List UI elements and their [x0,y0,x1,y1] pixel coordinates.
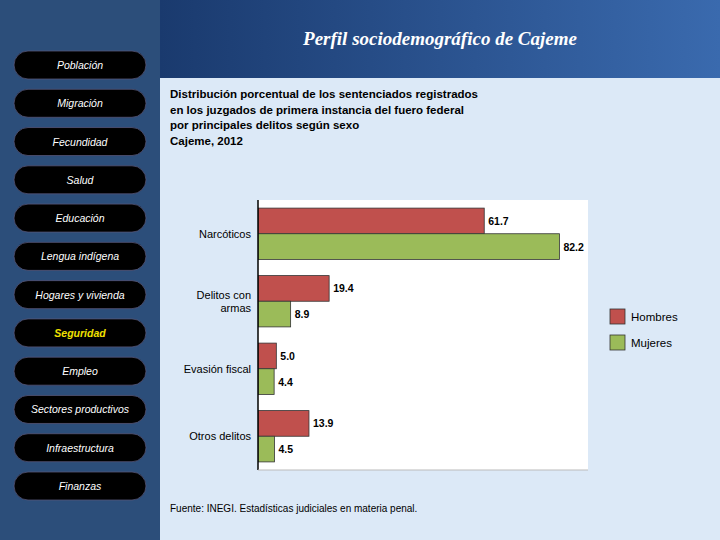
menu-button[interactable]: Infraestructura [14,434,146,462]
menu-button-shape[interactable] [14,51,146,79]
menu-button[interactable]: Migración [14,89,146,117]
bar [258,234,559,260]
menu-button[interactable]: Sectores productivos [14,395,146,423]
content-background [0,0,720,540]
menu-label[interactable]: Infraestructura [46,442,114,454]
data-label: 61.7 [488,215,509,227]
menu-label[interactable]: Hogares y vivienda [35,289,124,301]
menu-button[interactable]: Seguridad [14,319,146,347]
bar [258,343,276,369]
text-line: Narcóticos [199,228,251,240]
header-title: Perfil sociodemográfico de Cajeme [302,28,577,49]
text-line: Distribución porcentual de los sentencia… [170,88,478,100]
menu-button-shape[interactable] [14,434,146,462]
bar [258,301,291,327]
text-line: en los juzgados de primera instancia del… [170,104,464,116]
text-line: Otros delitos [189,430,251,442]
chart-title: Distribución porcentual de los sentencia… [170,88,478,147]
data-labels: 61.7 82.2 19.4 8.9 5.0 4.4 13.9 4.5 [278,215,584,455]
legend-label: Mujeres [631,337,672,349]
menu-button[interactable]: Lengua indígena [14,242,146,270]
footnote: Fuente: INEGI. Estadísticas judiciales e… [170,503,417,514]
menu-button-shape[interactable] [14,128,146,156]
menu-label[interactable]: Seguridad [54,327,106,339]
data-label: 8.9 [295,308,310,320]
menu-button-shape[interactable] [14,357,146,385]
legend: Hombres Mujeres [610,309,678,350]
menu-label[interactable]: Población [57,59,103,71]
category-label: Evasión fiscal [184,363,251,375]
page-root: Población Migración Fecundidad Salud Educaci… [0,0,720,540]
menu-button[interactable]: Fecundidad [14,128,146,156]
text-line: Cajeme, 2012 [170,135,243,147]
menu-button[interactable]: Población [14,51,146,79]
category-label: Narcóticos [199,228,251,240]
text-line: Delitos con [197,289,251,301]
header-background [160,0,720,78]
sidebar-background [0,0,160,540]
menu-label[interactable]: Sectores productivos [31,403,130,415]
menu-label[interactable]: Educación [55,212,104,224]
data-label: 13.9 [313,417,334,429]
text-line: Evasión fiscal [184,363,251,375]
category-label: Otros delitos [189,430,251,442]
legend-swatch [610,335,625,350]
menu-button[interactable]: Finanzas [14,472,146,500]
menu-label[interactable]: Migración [57,97,103,109]
menu-label[interactable]: Lengua indígena [41,250,119,262]
menu-label[interactable]: Fecundidad [53,136,109,148]
menu-button-shape[interactable] [14,472,146,500]
menu-button-shape[interactable] [14,89,146,117]
menu-button-shape[interactable] [14,204,146,232]
bar [258,208,484,234]
menu-label[interactable]: Empleo [62,365,98,377]
bar [258,436,275,462]
y-axis-line [257,200,259,470]
legend-label: Hombres [631,311,678,323]
menu-label[interactable]: Salud [67,174,95,186]
x-axis-line [258,470,588,471]
menu-button[interactable]: Salud [14,166,146,194]
menu-button-shape[interactable] [14,281,146,309]
data-label: 4.4 [278,376,293,388]
menu-button-shape[interactable] [14,166,146,194]
menu-button[interactable]: Educación [14,204,146,232]
data-label: 19.4 [333,282,354,294]
menu-button-shape[interactable] [14,395,146,423]
text-line: armas [220,302,251,314]
sidebar: Población Migración Fecundidad Salud Educaci… [0,0,160,540]
menu-button[interactable]: Empleo [14,357,146,385]
data-label: 82.2 [563,241,584,253]
legend-swatch [610,309,625,324]
menu-button-shape[interactable] [14,319,146,347]
menu-button-shape[interactable] [14,242,146,270]
text-line: por principales delitos según sexo [170,119,359,131]
plot-background [258,200,588,470]
bar [258,276,329,302]
page-canvas: Población Migración Fecundidad Salud Educaci… [0,0,720,540]
menu-label[interactable]: Finanzas [59,480,102,492]
data-label: 5.0 [280,350,295,362]
bar [258,369,274,395]
category-label: Delitos conarmas [197,289,252,314]
bar [258,411,309,437]
menu-button[interactable]: Hogares y vivienda [14,281,146,309]
data-label: 4.5 [279,443,294,455]
bars [258,208,559,462]
